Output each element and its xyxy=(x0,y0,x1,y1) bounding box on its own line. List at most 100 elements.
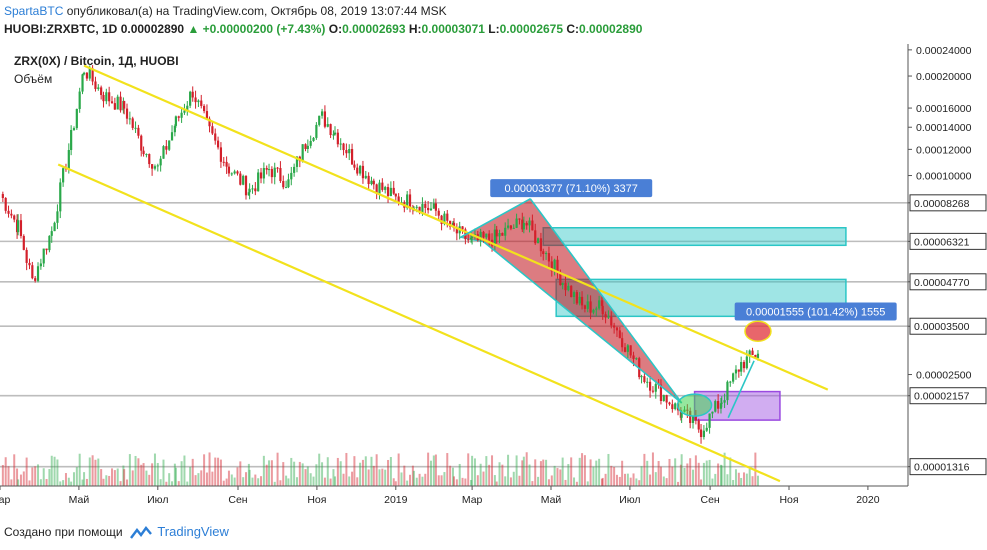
candle-body xyxy=(323,111,327,127)
x-tick-label: Май xyxy=(541,494,562,506)
candle-body xyxy=(610,316,613,326)
volume-bar xyxy=(518,475,521,486)
author-link[interactable]: SpartaBTC xyxy=(4,4,64,18)
price-change: ▲ +0.00000200 (+7.43%) xyxy=(187,22,326,36)
candle-body xyxy=(719,403,723,409)
candle-body xyxy=(173,125,176,133)
volume-bar xyxy=(10,479,13,486)
candle-body xyxy=(615,327,619,331)
candle-body xyxy=(662,395,665,401)
candle-body xyxy=(197,100,200,103)
candle-body xyxy=(671,404,674,410)
candle-body xyxy=(123,100,126,109)
y-tick-label: 0.00002500 xyxy=(916,370,972,382)
candle-body xyxy=(25,249,28,263)
candle-body xyxy=(4,197,7,211)
candle-body xyxy=(222,161,225,163)
volume-bar xyxy=(13,454,16,486)
volume-bar xyxy=(227,470,230,486)
volume-bar xyxy=(649,474,652,486)
volume-bar xyxy=(522,456,525,486)
volume-bar xyxy=(257,478,260,486)
candle-body xyxy=(536,238,540,244)
candle-body xyxy=(437,210,440,216)
candle-body xyxy=(586,301,589,309)
candle-body xyxy=(659,384,663,401)
candle-body xyxy=(370,180,373,185)
volume-bar xyxy=(621,460,624,486)
volume-bar xyxy=(600,478,603,486)
volume-bar xyxy=(683,467,686,486)
candle-body xyxy=(7,210,10,214)
volume-bar xyxy=(745,473,748,486)
candle-body xyxy=(493,229,496,246)
volume-bar xyxy=(397,453,400,486)
tradingview-link[interactable]: TradingView xyxy=(157,524,229,539)
candle-body xyxy=(356,167,359,174)
volume-bar xyxy=(186,481,189,486)
volume-bar xyxy=(629,477,632,486)
candle-body xyxy=(607,316,610,318)
candle-body xyxy=(48,235,51,251)
volume-bar xyxy=(665,478,668,486)
candle-body xyxy=(247,192,250,196)
candle-body xyxy=(449,220,452,227)
candle-body xyxy=(67,149,70,170)
volume-bar xyxy=(381,468,384,486)
volume-bar xyxy=(559,469,562,486)
volume-bar xyxy=(197,473,200,486)
trendline xyxy=(483,241,683,404)
candle-body xyxy=(13,215,16,220)
volume-bar xyxy=(339,461,342,486)
candle-body xyxy=(88,68,91,79)
trendline xyxy=(727,360,755,419)
candle-body xyxy=(94,81,97,89)
volume-bar xyxy=(28,480,31,486)
candle-body xyxy=(429,208,433,211)
candle-body xyxy=(528,220,531,226)
volume-bar xyxy=(4,457,7,486)
volume-bar xyxy=(384,469,387,486)
candle-body xyxy=(31,265,34,279)
candle-body xyxy=(239,173,242,185)
x-tick-label: 2020 xyxy=(856,494,880,506)
candle-body xyxy=(592,309,595,313)
candle-body xyxy=(702,430,705,438)
candle-body xyxy=(293,166,296,173)
volume-bar xyxy=(542,459,545,486)
volume-bar xyxy=(651,452,654,486)
volume-bar xyxy=(424,473,427,486)
chart-area[interactable]: 0.00003377 (71.10%) 3377 0.00001555 (101.… xyxy=(0,44,987,514)
candle-body xyxy=(559,272,562,286)
candle-body xyxy=(248,189,251,193)
candle-body xyxy=(102,94,105,102)
volume-bar xyxy=(598,458,601,486)
volume-bar xyxy=(570,457,573,486)
candle-body xyxy=(108,92,111,102)
volume-bar xyxy=(387,459,390,486)
volume-bar xyxy=(714,473,717,486)
candle-body xyxy=(236,171,239,174)
volume-bar xyxy=(260,476,263,486)
volume-bar xyxy=(657,461,660,486)
candle-body xyxy=(471,236,474,238)
candle-body xyxy=(495,229,498,237)
volume-bar xyxy=(165,481,168,486)
volume-bar xyxy=(595,460,598,486)
volume-bar xyxy=(501,464,504,486)
x-tick-label: 2019 xyxy=(384,494,408,506)
volume-bar xyxy=(726,474,729,486)
candle-body xyxy=(635,358,638,360)
candle-body xyxy=(509,225,513,229)
volume-bar xyxy=(17,479,20,486)
volume-bar xyxy=(83,472,86,486)
price-chart[interactable]: 0.00003377 (71.10%) 3377 0.00001555 (101.… xyxy=(0,44,987,514)
price-label-box xyxy=(909,458,987,476)
high-label: H: xyxy=(408,22,422,36)
candle-body xyxy=(170,132,174,141)
candle-body xyxy=(680,411,683,418)
candle-body xyxy=(159,158,162,166)
volume-bar xyxy=(467,453,470,486)
candle-body xyxy=(134,127,137,129)
publish-info: SpartaBTC опубликовал(а) на TradingView.… xyxy=(4,4,447,18)
